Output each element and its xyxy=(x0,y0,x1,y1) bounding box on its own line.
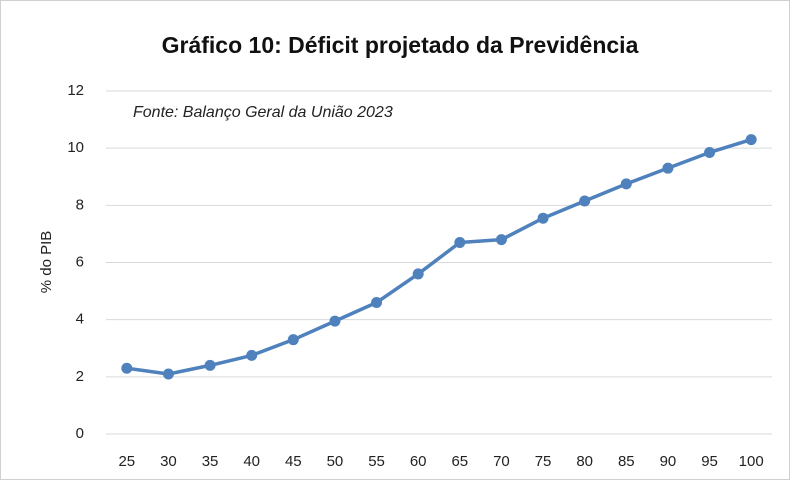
x-tick-label: 25 xyxy=(118,453,135,470)
y-tick-label: 12 xyxy=(67,82,84,99)
data-point xyxy=(704,146,716,158)
x-tick-label: 70 xyxy=(493,453,510,470)
data-point xyxy=(204,359,216,371)
data-point xyxy=(121,362,133,374)
x-tick-label: 50 xyxy=(327,453,344,470)
x-tick-label: 60 xyxy=(410,453,427,470)
data-point xyxy=(537,212,549,224)
data-point xyxy=(579,195,591,207)
x-tick-label: 40 xyxy=(243,453,260,470)
y-tick-label: 4 xyxy=(76,311,84,328)
annotation: Fonte: Balanço Geral da União 2023 xyxy=(133,104,393,121)
x-tick-label: 55 xyxy=(368,453,385,470)
x-tick-label: 100 xyxy=(739,453,764,470)
data-point xyxy=(745,134,757,146)
y-tick-label: 10 xyxy=(67,139,84,156)
x-tick-label: 35 xyxy=(202,453,219,470)
y-tick-label: 6 xyxy=(76,253,84,270)
data-point xyxy=(246,349,258,361)
data-point xyxy=(454,236,466,248)
data-point xyxy=(412,268,424,280)
data-line xyxy=(126,137,752,376)
data-point xyxy=(162,368,174,380)
data-point xyxy=(371,297,383,309)
x-tick-label: 30 xyxy=(160,453,177,470)
y-axis-label: % do PIB xyxy=(38,231,55,294)
x-tick-label: 65 xyxy=(451,453,468,470)
chart-title: Gráfico 10: Déficit projetado da Previdê… xyxy=(162,32,639,58)
x-tick-label: 90 xyxy=(660,453,677,470)
x-tick-label: 75 xyxy=(535,453,552,470)
x-tick-label: 45 xyxy=(285,453,302,470)
y-tick-label: 2 xyxy=(76,368,84,385)
data-point xyxy=(287,334,299,346)
y-tick-label: 8 xyxy=(76,196,84,213)
data-point xyxy=(620,178,632,190)
data-point xyxy=(329,315,341,327)
x-tick-label: 95 xyxy=(701,453,718,470)
data-point xyxy=(662,162,674,174)
x-tick-label: 80 xyxy=(576,453,593,470)
x-tick-label: 85 xyxy=(618,453,635,470)
y-tick-label: 0 xyxy=(76,425,84,442)
data-point xyxy=(495,234,507,246)
